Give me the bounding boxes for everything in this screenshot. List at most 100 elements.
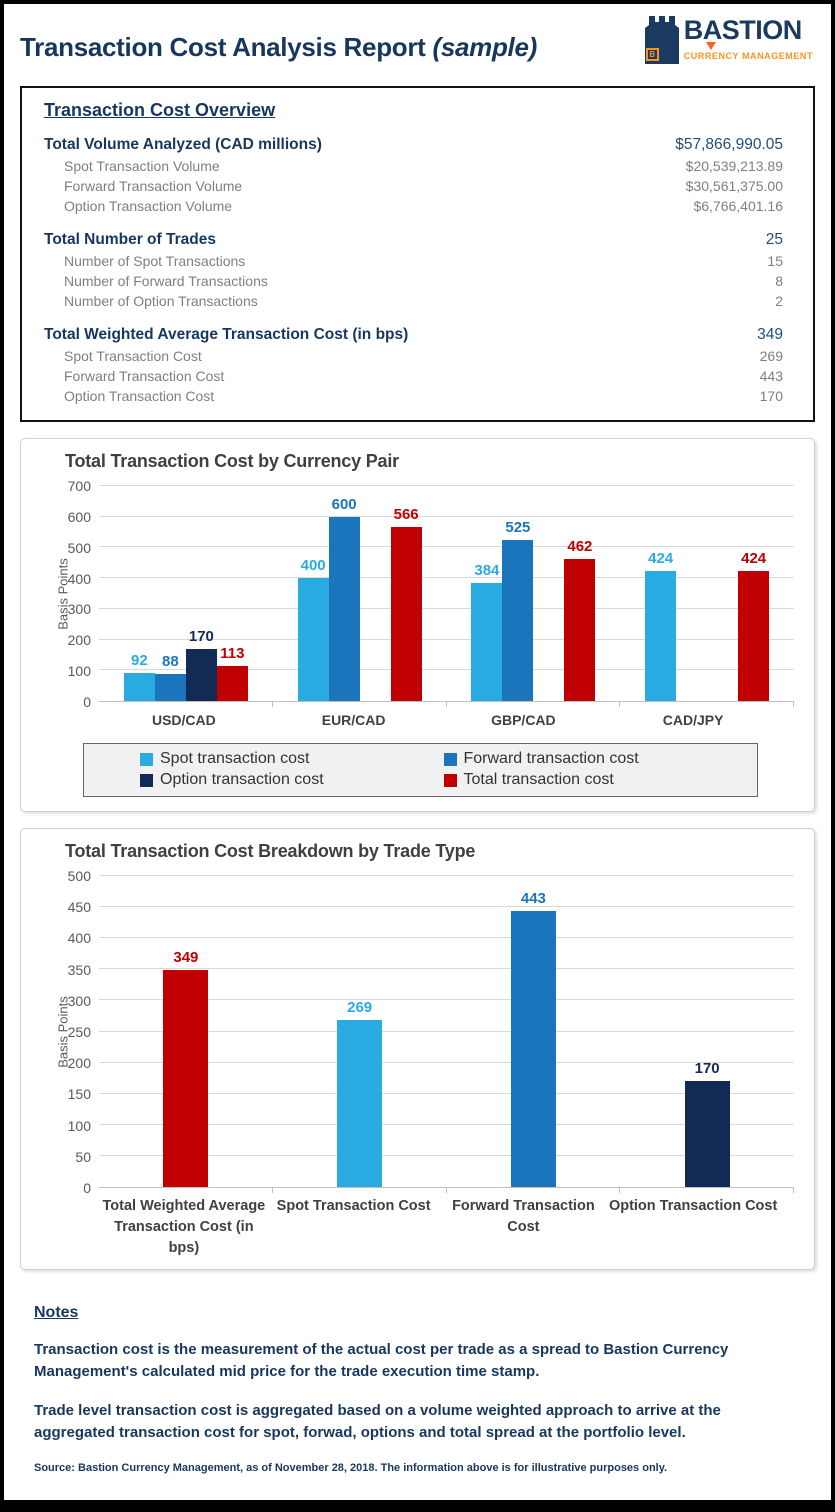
bar-slot: 462 [564,486,596,701]
overview-sub-label: Spot Transaction Volume [64,158,220,174]
gridline [99,546,794,548]
y-axis-title-column: Basis Points [35,876,70,1188]
notes-section: Notes Transaction cost is the measuremen… [20,1304,815,1474]
bar [185,648,217,701]
overview-sub-value: 15 [767,253,783,269]
bar-value-label: 113 [220,645,245,663]
legend-swatch [443,752,457,766]
category-label: Total Weighted Average Transaction Cost … [99,1196,269,1259]
notes-heading: Notes [34,1304,79,1321]
overview-sub-value: $20,539,213.89 [685,158,783,174]
category-cell: 384 525 462 [447,486,621,707]
overview-sub-label: Option Transaction Cost [64,388,215,404]
currency-pair-chart-card: Total Transaction Cost by Currency Pair … [20,438,815,812]
bar [510,911,556,1187]
bar-slot: 443 [510,876,556,1187]
overview-sub-value: 443 [759,368,783,384]
chart-plot-area: Basis Points 0 100 200 300 400 500 600 700 92 88… [35,478,798,710]
bar-group: 92 88 170 113 [123,486,248,701]
bar-slot: 113 [216,486,248,701]
overview-main-row: Total Weighted Average Transaction Cost … [44,323,783,346]
bar [390,527,422,701]
bar [163,969,209,1187]
gridline [99,1092,794,1094]
y-axis-ticks: 0 100 200 300 400 500 600 700 [57,478,99,710]
category-label: USD/CAD [99,710,269,731]
trade-type-chart-card: Total Transaction Cost Breakdown by Trad… [20,828,815,1270]
overview-sub-label: Forward Transaction Volume [64,178,243,194]
y-tick-label: 300 [67,601,91,618]
overview-sub-value: 2 [775,293,783,309]
overview-sub-row: Forward Transaction Cost 443 [44,366,783,386]
chart-legend: Spot transaction cost Forward transaction… [83,743,758,797]
gridline [99,515,794,517]
category-label-text: Forward Transaction Cost [452,1198,595,1235]
page-title-text: Transaction Cost Analysis Report [20,32,433,62]
bar-value-label: 566 [393,506,419,524]
legend-item: Spot transaction cost [140,750,444,768]
bar-value-label: 424 [741,549,767,567]
bar-slot: 525 [502,486,534,701]
category-label-text: GBP/CAD [491,712,556,728]
overview-sub-label: Forward Transaction Cost [64,368,225,384]
note-paragraph: Transaction cost is the measurement of t… [34,1341,729,1380]
overview-sub-label: Number of Option Transactions [64,293,258,309]
page-title-sample: (sample) [432,32,537,62]
category-label-text: Option Transaction Cost [608,1198,778,1214]
overview-main-value: 25 [765,231,783,248]
category-label-text: CAD/JPY [662,712,724,728]
overview-sub-value: $30,561,375.00 [685,178,783,194]
bar-group: 170 [684,876,730,1187]
bar-value-label: 424 [648,549,674,567]
legend-label: Total transaction cost [463,771,614,788]
overview-groups: Total Volume Analyzed (CAD millions) $57,… [44,133,783,406]
plot: 92 88 170 113 400 600 566 384 525 462 424 424 [99,485,794,707]
overview-sub-row: Number of Option Transactions 2 [44,291,783,311]
bar-value-label: 400 [300,557,326,575]
gridline [99,1061,794,1063]
y-tick-label: 300 [67,992,91,1009]
overview-sub-label: Number of Forward Transactions [64,273,268,289]
gridline [99,906,794,908]
category-label-text: EUR/CAD [321,712,386,728]
overview-heading: Transaction Cost Overview [44,100,276,120]
y-tick-label: 600 [67,508,91,525]
logo-subtitle: CURRENCY MANAGEMENT [683,51,813,61]
bar [564,559,596,701]
y-tick-label: 0 [83,694,91,710]
bar-slot: 384 [471,486,503,701]
bar-slot: 170 [185,486,217,701]
category-cell: 400 600 566 [273,486,447,707]
logo-text: BASTION CURRENCY MANAGEMENT [684,16,813,61]
bar-slot: 566 [390,486,422,701]
bar-slot: 88 [154,486,186,701]
overview-main-row: Total Number of Trades 25 [44,228,783,251]
plot: 349 269 443 170 [99,875,794,1193]
bar-group: 269 [337,876,383,1187]
legend-swatch [140,773,153,787]
y-tick-label: 200 [67,1055,91,1072]
legend-label: Spot transaction cost [160,750,310,767]
bar-slot: 349 [163,876,209,1187]
bar-slot: 269 [337,876,383,1187]
overview-group: Total Volume Analyzed (CAD millions) $57,… [44,133,783,216]
category-cell: 424 424 [620,486,794,707]
bar-value-label: 600 [331,495,357,513]
y-tick-label: 100 [67,663,91,680]
overview-sub-label: Number of Spot Transactions [64,253,246,269]
gridline [99,485,794,486]
bar-slot [707,486,738,701]
bar-slot: 600 [328,486,360,701]
castle-tower-icon: B [644,16,680,64]
bar-value-label: 170 [694,1060,720,1078]
bar-slot [533,486,564,701]
bar [738,570,770,701]
overview-main-label: Total Volume Analyzed (CAD millions) [44,136,322,153]
overview-sub-value: $6,766,401.16 [693,198,783,214]
bar-value-label: 349 [173,948,199,966]
overview-sub-row: Option Transaction Cost 170 [44,386,783,406]
overview-main-value: $57,866,990.05 [675,136,783,153]
overview-sub-row: Forward Transaction Volume $30,561,375.00 [44,176,783,196]
category-cell: 349 [99,876,273,1193]
overview-section: Transaction Cost Overview Total Volume A… [20,86,815,422]
